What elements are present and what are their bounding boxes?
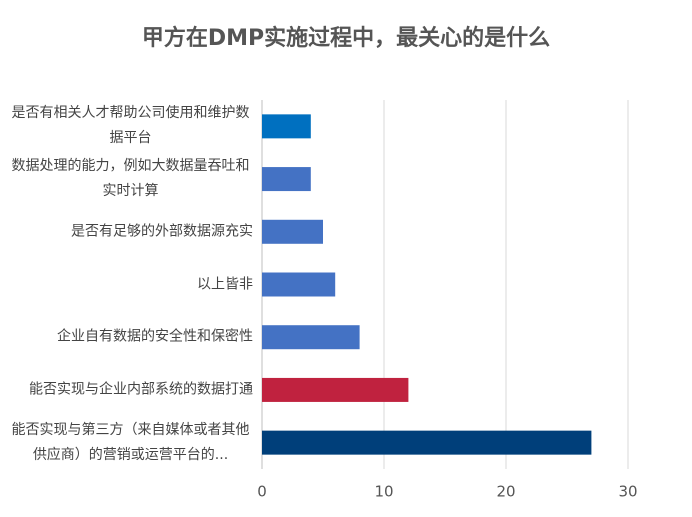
x-tick-label: 30 xyxy=(618,483,637,501)
y-tick-label: 企业自有数据的安全性和保密性 xyxy=(8,325,253,350)
y-tick-text: 数据处理的能力，例如大数据量吞吐和实时计算 xyxy=(11,158,250,200)
y-tick-text: 能否实现与第三方（来自媒体或者其他供应商）的营销或运营平台的... xyxy=(11,421,250,463)
y-tick-text: 能否实现与企业内部系统的数据打通 xyxy=(29,381,253,398)
y-tick-label: 数据处理的能力，例如大数据量吞吐和实时计算 xyxy=(8,154,253,204)
y-tick-text: 是否有足够的外部数据源充实 xyxy=(71,223,253,240)
x-tick-label: 20 xyxy=(496,483,515,501)
y-tick-label: 是否有相关人才帮助公司使用和维护数据平台 xyxy=(8,101,253,151)
chart-title: 甲方在DMP实施过程中，最关心的是什么 xyxy=(141,26,551,51)
y-tick-label: 以上皆非 xyxy=(8,272,253,297)
bar xyxy=(262,430,592,455)
y-tick-label: 能否实现与企业内部系统的数据打通 xyxy=(8,377,253,402)
bar xyxy=(262,219,323,244)
y-tick-label: 是否有足够的外部数据源充实 xyxy=(8,219,253,244)
y-tick-text: 以上皆非 xyxy=(197,276,253,292)
bar xyxy=(262,272,336,297)
y-tick-text: 企业自有数据的安全性和保密性 xyxy=(57,328,253,345)
y-tick-text: 是否有相关人才帮助公司使用和维护数据平台 xyxy=(11,105,250,147)
bar xyxy=(262,167,311,192)
bar xyxy=(262,114,311,139)
y-tick-label: 能否实现与第三方（来自媒体或者其他供应商）的营销或运营平台的... xyxy=(8,418,253,468)
x-tick-label: 10 xyxy=(374,483,393,501)
bar xyxy=(262,377,409,402)
x-tick-label: 0 xyxy=(257,483,267,501)
bar xyxy=(262,325,360,350)
